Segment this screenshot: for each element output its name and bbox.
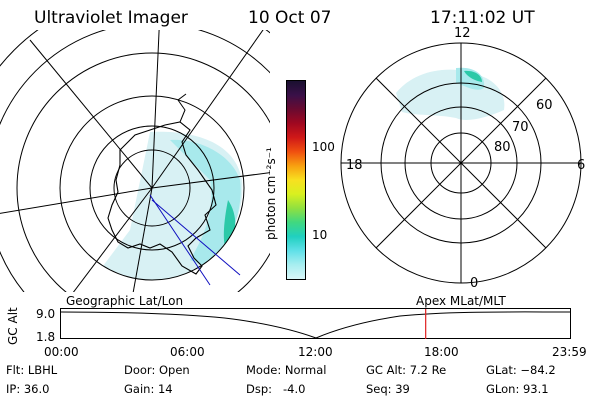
ip-status: IP: 36.0 <box>6 382 50 396</box>
glon-status: GLon: 93.1 <box>486 382 549 396</box>
alt-tick-1-8: 1.8 <box>36 330 56 344</box>
mlat-label-80: 80 <box>494 140 511 155</box>
glat-status: GLat: −84.2 <box>486 363 556 377</box>
mlat-label-60: 60 <box>536 98 553 113</box>
mlt-label-12: 12 <box>454 26 471 41</box>
dsp-status: Dsp: -4.0 <box>246 382 306 396</box>
mlt-label-6: 6 <box>577 158 586 173</box>
time-tick-2359: 23:59 <box>552 345 587 359</box>
magnetic-map-label: Apex MLat/MLT <box>416 294 506 308</box>
colorbar-tick-10: 10 <box>312 228 328 242</box>
altitude-plot <box>60 308 571 339</box>
mode-status: Mode: Normal <box>246 363 327 377</box>
altitude-curve <box>60 311 571 339</box>
seq-status: Seq: 39 <box>366 382 410 396</box>
gain-status: Gain: 14 <box>124 382 173 396</box>
alt-tick-9: 9.0 <box>36 307 56 321</box>
instrument-title: Ultraviolet Imager <box>34 8 188 28</box>
colorbar-unit-label: photon cm⁻²s⁻¹ <box>264 147 278 240</box>
altitude-axis-label: GC Alt <box>6 307 20 345</box>
time-label: 17:11:02 UT <box>430 8 535 28</box>
auroral-oval-region <box>396 69 505 121</box>
time-tick-0000: 00:00 <box>44 345 79 359</box>
date-label: 10 Oct 07 <box>248 8 332 28</box>
mlt-label-0: 0 <box>470 276 479 291</box>
time-tick-0600: 06:00 <box>170 345 205 359</box>
filter-status: Flt: LBHL <box>6 363 58 377</box>
colorbar <box>286 80 306 280</box>
colorbar-tick-100: 100 <box>312 140 335 154</box>
satellite-track <box>151 199 241 276</box>
gc-alt-status: GC Alt: 7.2 Re <box>366 363 447 377</box>
magnetic-polar-plot <box>340 42 582 284</box>
geographic-map <box>0 30 270 292</box>
door-status: Door: Open <box>124 363 190 377</box>
mlat-label-70: 70 <box>512 120 529 135</box>
time-tick-1800: 18:00 <box>424 345 459 359</box>
time-tick-1200: 12:00 <box>298 345 333 359</box>
geographic-map-label: Geographic Lat/Lon <box>66 294 184 308</box>
mlt-label-18: 18 <box>346 158 363 173</box>
